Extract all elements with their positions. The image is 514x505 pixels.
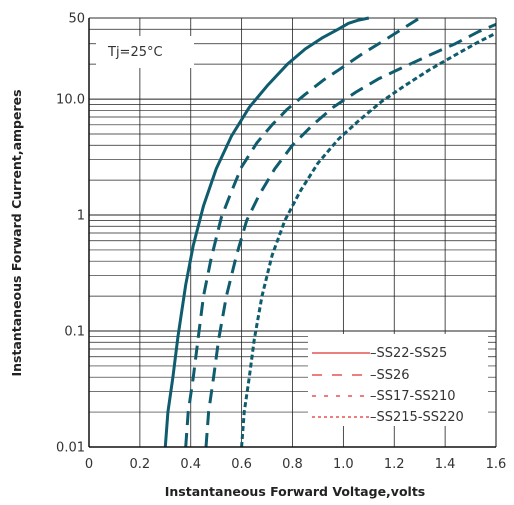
- x-tick-label-7: 1.4: [435, 457, 456, 472]
- y-tick-label-1: 0.1: [64, 325, 85, 340]
- y-tick-label-4: 50: [68, 12, 85, 27]
- curves: [163, 16, 497, 448]
- y-tick-label-0: 0.01: [56, 441, 85, 456]
- x-tick-label-1: 0.2: [130, 457, 151, 472]
- tick-labels: 0 0.2 0.4 0.6 0.8 1.0 1.2 1.4 1.6 0.01 0.1 1 10.0 50: [56, 12, 506, 473]
- temperature-annotation: Tj=25°C: [96, 36, 194, 68]
- series-line-ss215-ss220: [240, 31, 497, 448]
- annotation-box: [96, 36, 194, 68]
- x-tick-label-2: 0.4: [180, 457, 201, 472]
- series-line-ss22-ss25: [163, 16, 370, 448]
- x-axis-title: Instantaneous Forward Voltage,volts: [165, 484, 425, 499]
- legend-label-3: –SS17-SS210: [370, 389, 456, 404]
- series-line-ss17-ss210: [204, 23, 497, 448]
- x-tick-label-0: 0: [85, 457, 93, 472]
- series-line-ss26: [184, 16, 421, 448]
- legend-label-4: –SS215-SS220: [370, 410, 464, 425]
- y-tick-label-2: 1: [77, 209, 85, 224]
- annotation-text: Tj=25°C: [107, 45, 163, 60]
- x-tick-label-8: 1.6: [486, 457, 507, 472]
- x-tick-label-4: 0.8: [282, 457, 303, 472]
- x-tick-label-5: 1.0: [333, 457, 354, 472]
- axes: [88, 18, 497, 448]
- legend-label-1: –SS22-SS25: [370, 346, 447, 361]
- legend-label-2: –SS26: [370, 368, 410, 383]
- y-tick-label-3: 10.0: [56, 93, 85, 108]
- legend-box: [308, 334, 488, 426]
- legend: –SS22-SS25 –SS26 –SS17-SS210 –SS215-SS22…: [308, 334, 488, 426]
- x-tick-label-3: 0.6: [231, 457, 252, 472]
- x-tick-label-6: 1.2: [384, 457, 405, 472]
- y-axis-title: Instantaneous Forward Current,amperes: [9, 89, 24, 376]
